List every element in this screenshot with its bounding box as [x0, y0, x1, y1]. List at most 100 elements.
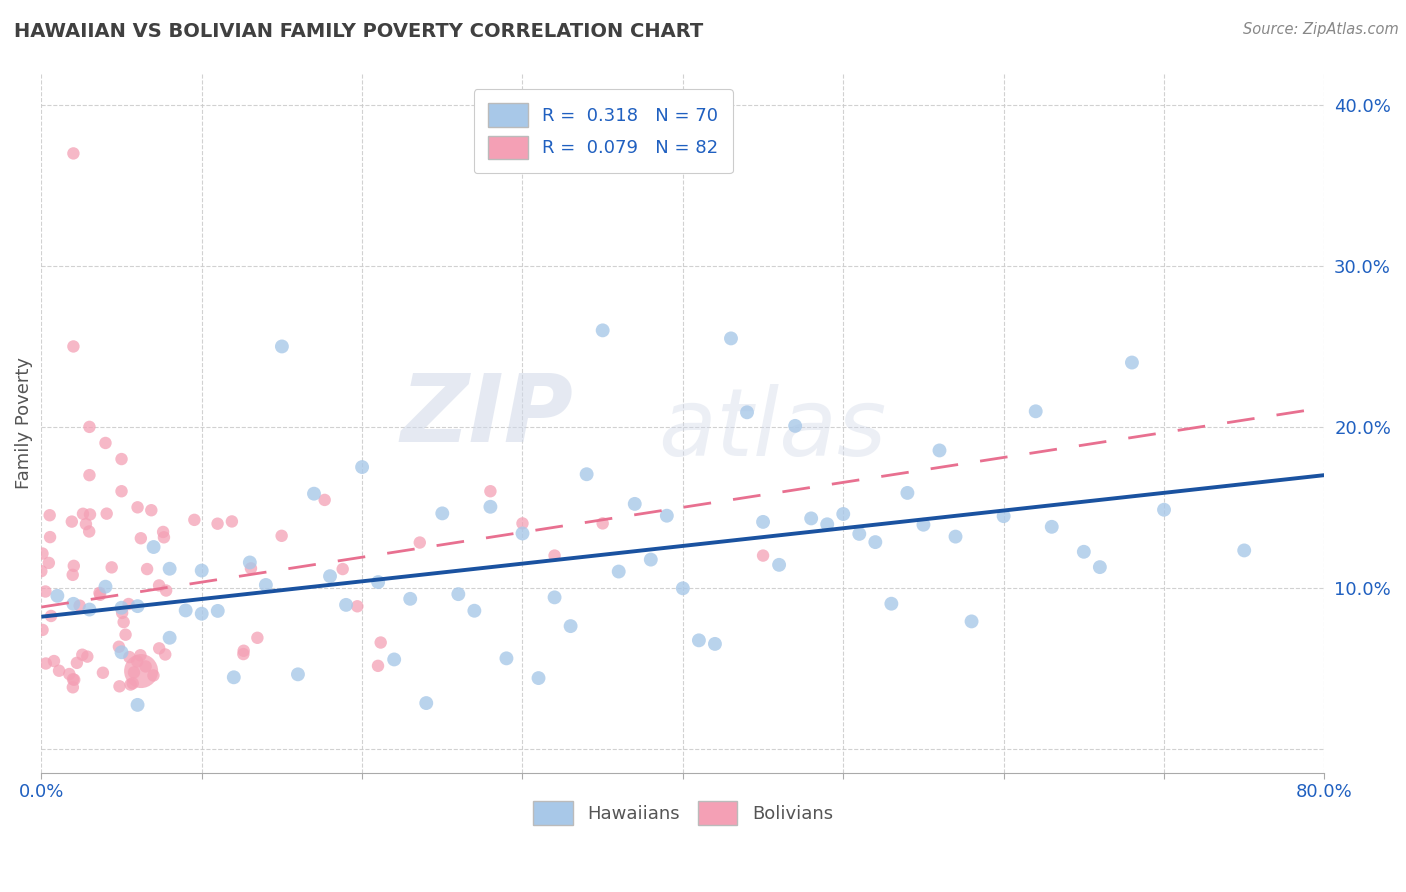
Point — [688, 633, 710, 648]
Point — [1073, 545, 1095, 559]
Point — [221, 515, 243, 529]
Point — [640, 552, 662, 566]
Point — [112, 615, 135, 629]
Point — [159, 562, 181, 576]
Point — [332, 562, 354, 576]
Point — [129, 664, 152, 678]
Point — [159, 631, 181, 645]
Point — [1088, 560, 1111, 574]
Point — [735, 405, 758, 419]
Y-axis label: Family Poverty: Family Poverty — [15, 357, 32, 489]
Point — [592, 516, 614, 531]
Point — [752, 549, 775, 563]
Point — [415, 696, 437, 710]
Point — [960, 615, 983, 629]
Point — [848, 527, 870, 541]
Point — [79, 602, 101, 616]
Point — [62, 672, 84, 686]
Legend: Hawaiians, Bolivians: Hawaiians, Bolivians — [524, 792, 842, 834]
Point — [287, 667, 309, 681]
Point — [39, 609, 62, 624]
Point — [543, 549, 565, 563]
Point — [270, 529, 292, 543]
Point — [72, 507, 94, 521]
Point — [148, 578, 170, 592]
Point — [463, 604, 485, 618]
Point — [111, 606, 134, 620]
Point — [346, 599, 368, 614]
Point — [69, 599, 91, 613]
Point — [100, 560, 122, 574]
Point — [155, 583, 177, 598]
Point — [382, 652, 405, 666]
Point — [127, 599, 149, 614]
Point — [183, 513, 205, 527]
Point — [479, 484, 502, 499]
Point — [865, 535, 887, 549]
Point — [575, 467, 598, 482]
Point — [42, 654, 65, 668]
Point — [399, 591, 422, 606]
Point — [96, 507, 118, 521]
Point — [46, 589, 69, 603]
Point — [370, 635, 392, 649]
Point — [190, 564, 212, 578]
Point — [127, 698, 149, 712]
Point — [785, 418, 807, 433]
Point — [129, 648, 152, 663]
Point — [479, 500, 502, 514]
Point — [174, 603, 197, 617]
Point — [239, 561, 262, 575]
Point — [832, 507, 855, 521]
Point — [153, 530, 176, 544]
Point — [62, 681, 84, 695]
Point — [512, 526, 534, 541]
Point — [720, 331, 742, 345]
Point — [367, 658, 389, 673]
Point — [136, 562, 159, 576]
Point — [912, 517, 935, 532]
Point — [703, 637, 725, 651]
Text: HAWAIIAN VS BOLIVIAN FAMILY POVERTY CORRELATION CHART: HAWAIIAN VS BOLIVIAN FAMILY POVERTY CORR… — [14, 22, 703, 41]
Point — [222, 670, 245, 684]
Point — [880, 597, 903, 611]
Point — [94, 436, 117, 450]
Point — [896, 486, 918, 500]
Point — [39, 530, 62, 544]
Point — [319, 569, 342, 583]
Text: atlas: atlas — [658, 384, 887, 475]
Point — [62, 597, 84, 611]
Point — [1040, 520, 1063, 534]
Point — [89, 588, 111, 602]
Point — [1121, 355, 1143, 369]
Point — [352, 460, 374, 475]
Point — [432, 507, 454, 521]
Point — [239, 556, 262, 570]
Point — [127, 655, 149, 669]
Point — [58, 667, 80, 681]
Point — [108, 640, 131, 654]
Point — [127, 500, 149, 515]
Point — [592, 323, 614, 337]
Point — [148, 641, 170, 656]
Point — [75, 517, 97, 532]
Point — [117, 597, 139, 611]
Point — [30, 564, 52, 578]
Point — [409, 535, 432, 549]
Point — [945, 530, 967, 544]
Point — [91, 665, 114, 680]
Point — [77, 524, 100, 539]
Point — [120, 677, 142, 691]
Point — [62, 339, 84, 353]
Point — [110, 600, 132, 615]
Point — [752, 515, 775, 529]
Point — [94, 580, 117, 594]
Point — [114, 628, 136, 642]
Point — [1025, 404, 1047, 418]
Point — [928, 443, 950, 458]
Point — [232, 644, 254, 658]
Point — [543, 591, 565, 605]
Point — [993, 509, 1015, 524]
Point — [335, 598, 357, 612]
Point — [367, 575, 389, 590]
